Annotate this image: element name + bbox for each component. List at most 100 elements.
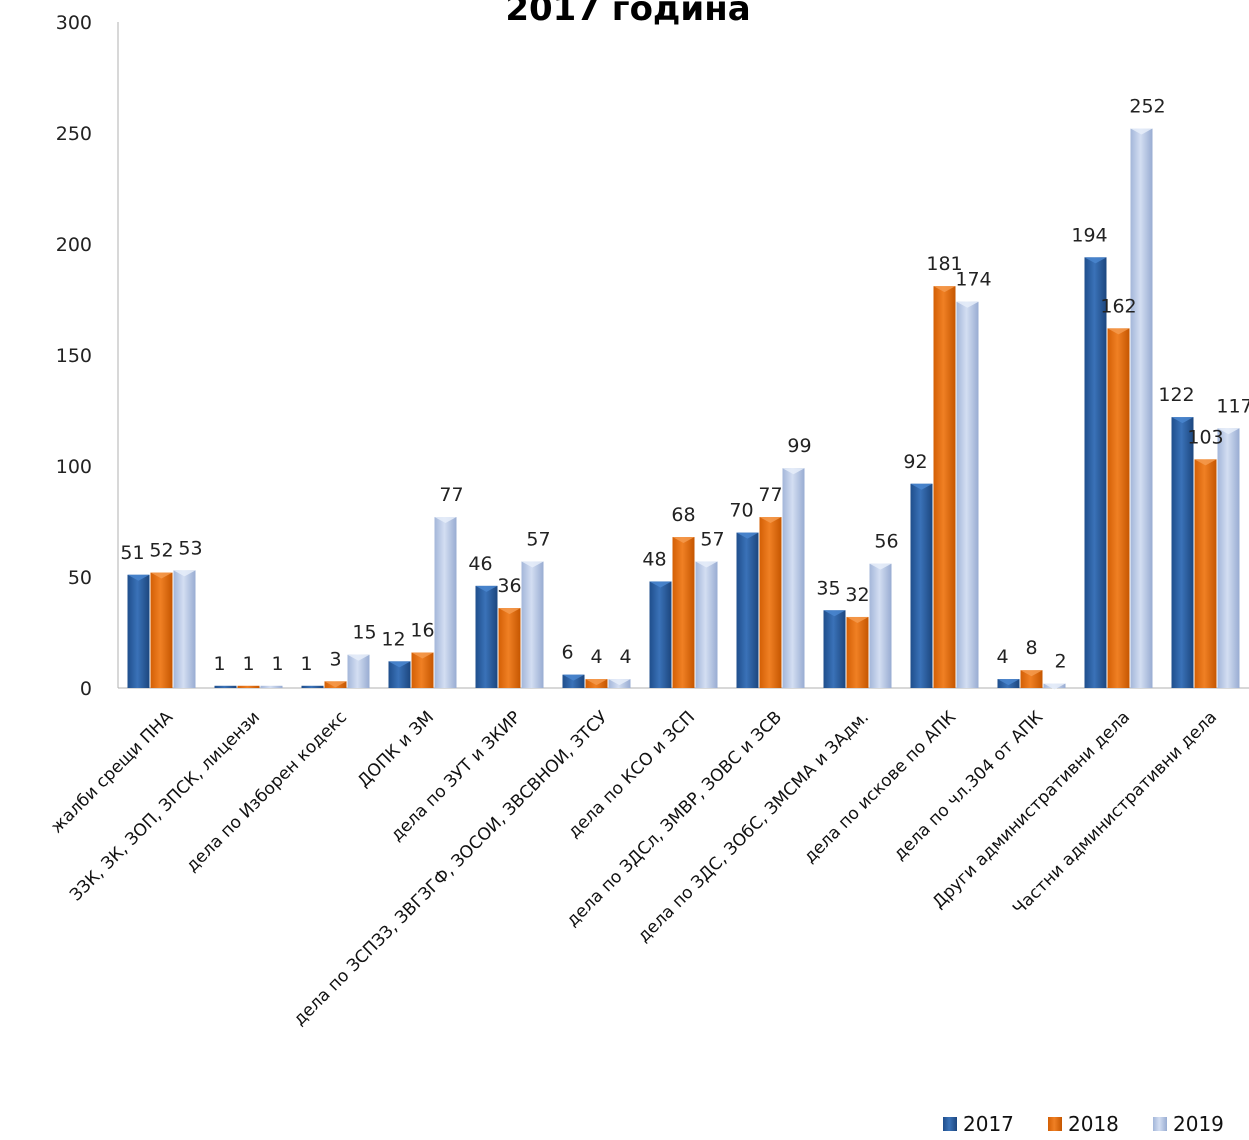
category-label-2: дела по Изборен кодекс: [182, 707, 351, 876]
bar-2019-6: [695, 561, 718, 688]
y-tick-label: 150: [56, 345, 92, 367]
data-label-2018-10: 8: [1025, 637, 1037, 659]
bar-2019-11: [1130, 128, 1153, 688]
legend-label-2019: 2019: [1173, 1112, 1224, 1136]
bar-2018-3: [411, 652, 434, 688]
bar-2019-1: [260, 685, 283, 688]
data-label-2018-12: 103: [1187, 426, 1223, 448]
bar-2017-7: [736, 532, 759, 688]
bar-2019-7: [782, 468, 805, 688]
data-label-2017-0: 51: [120, 542, 144, 564]
bar-2018-1: [237, 685, 260, 688]
bar-2019-3: [434, 517, 457, 688]
data-label-2017-8: 35: [816, 577, 840, 599]
bar-cap-2019-2: [347, 654, 370, 661]
bar-2017-3: [388, 661, 411, 688]
bar-2018-12: [1194, 459, 1217, 688]
bar-cap-2019-10: [1043, 683, 1066, 690]
bar-cap-2017-8: [823, 610, 846, 617]
data-label-2017-7: 70: [729, 500, 753, 522]
bar-2019-12: [1217, 428, 1240, 688]
bar-cap-2019-6: [695, 561, 718, 568]
bar-2018-4: [498, 608, 521, 688]
category-label-1: ЗЗК, ЗК, ЗОП, ЗПСК, лицензи: [66, 707, 264, 905]
data-label-2019-12: 117: [1216, 395, 1249, 417]
data-label-2018-4: 36: [497, 575, 521, 597]
bar-cap-2018-0: [150, 572, 173, 579]
bar-2017-6: [649, 581, 672, 688]
bar-cap-2017-4: [475, 585, 498, 592]
bar-cap-2018-12: [1194, 459, 1217, 466]
bar-cap-2017-9: [910, 483, 933, 490]
bar-2017-11: [1084, 257, 1107, 688]
legend: 2017 2018 2019: [943, 1112, 1224, 1136]
data-label-2017-2: 1: [300, 653, 312, 675]
bar-cap-2018-2: [324, 681, 347, 688]
bar-cap-2019-9: [956, 301, 979, 308]
bar-cap-2018-11: [1107, 328, 1130, 335]
bar-cap-2018-6: [672, 537, 695, 544]
data-label-2019-5: 4: [619, 646, 631, 668]
bar-2017-0: [127, 574, 150, 688]
y-tick-label: 200: [56, 234, 92, 256]
bar-2017-12: [1171, 417, 1194, 688]
category-label-5: дела по ЗСПЗЗ, ЗВГЗГФ, ЗОСОИ, ЗВСВНОИ, З…: [290, 707, 613, 1030]
bar-cap-2019-12: [1217, 428, 1240, 435]
data-label-2018-0: 52: [149, 540, 173, 562]
data-label-2018-6: 68: [671, 504, 695, 526]
data-label-2018-9: 181: [926, 253, 962, 275]
category-label-3: ДОПК и ЗМ: [354, 707, 438, 791]
bar-2019-0: [173, 570, 196, 688]
data-label-2017-4: 46: [468, 553, 492, 575]
bar-cap-2017-7: [736, 532, 759, 539]
data-label-2018-2: 3: [329, 648, 341, 670]
bar-2018-11: [1107, 328, 1130, 688]
bar-cap-2018-9: [933, 286, 956, 293]
y-tick-label: 0: [80, 678, 92, 700]
data-label-2019-10: 2: [1054, 651, 1066, 673]
bar-cap-2018-7: [759, 517, 782, 524]
bar-cap-2018-5: [585, 679, 608, 686]
bar-2017-2: [301, 685, 324, 688]
bar-2017-1: [214, 685, 237, 688]
legend-swatch-2018: [1048, 1117, 1062, 1131]
bar-2017-4: [475, 585, 498, 688]
data-label-2019-11: 252: [1129, 96, 1165, 118]
bar-2018-0: [150, 572, 173, 688]
bar-2019-2: [347, 654, 370, 688]
data-label-2017-12: 122: [1158, 384, 1194, 406]
data-label-2017-10: 4: [996, 646, 1008, 668]
bar-cap-2017-11: [1084, 257, 1107, 264]
bar-2019-8: [869, 563, 892, 688]
bar-cap-2018-8: [846, 616, 869, 623]
data-label-2019-6: 57: [700, 528, 724, 550]
data-label-2019-7: 99: [787, 435, 811, 457]
y-tick-label: 50: [68, 567, 92, 589]
data-label-2017-9: 92: [903, 451, 927, 473]
bar-cap-2017-5: [562, 674, 585, 681]
y-tick-label: 100: [56, 456, 92, 478]
bar-2018-6: [672, 537, 695, 688]
bar-cap-2017-10: [997, 679, 1020, 686]
bar-2018-9: [933, 286, 956, 688]
data-label-2018-3: 16: [410, 619, 434, 641]
bar-cap-2017-0: [127, 574, 150, 581]
bar-2018-8: [846, 616, 869, 688]
legend-label-2018: 2018: [1068, 1112, 1119, 1136]
data-label-2017-1: 1: [213, 653, 225, 675]
bar-2017-9: [910, 483, 933, 688]
legend-swatch-2017: [943, 1117, 957, 1131]
bar-cap-2019-3: [434, 517, 457, 524]
data-label-2017-3: 12: [381, 628, 405, 650]
legend-label-2017: 2017: [963, 1112, 1014, 1136]
data-label-2018-8: 32: [845, 584, 869, 606]
category-label-10: дела по чл.304 от АПК: [890, 707, 1047, 864]
bar-2018-10: [1020, 670, 1043, 688]
bar-cap-2019-5: [608, 679, 631, 686]
bar-cap-2017-6: [649, 581, 672, 588]
data-label-2019-1: 1: [271, 653, 283, 675]
